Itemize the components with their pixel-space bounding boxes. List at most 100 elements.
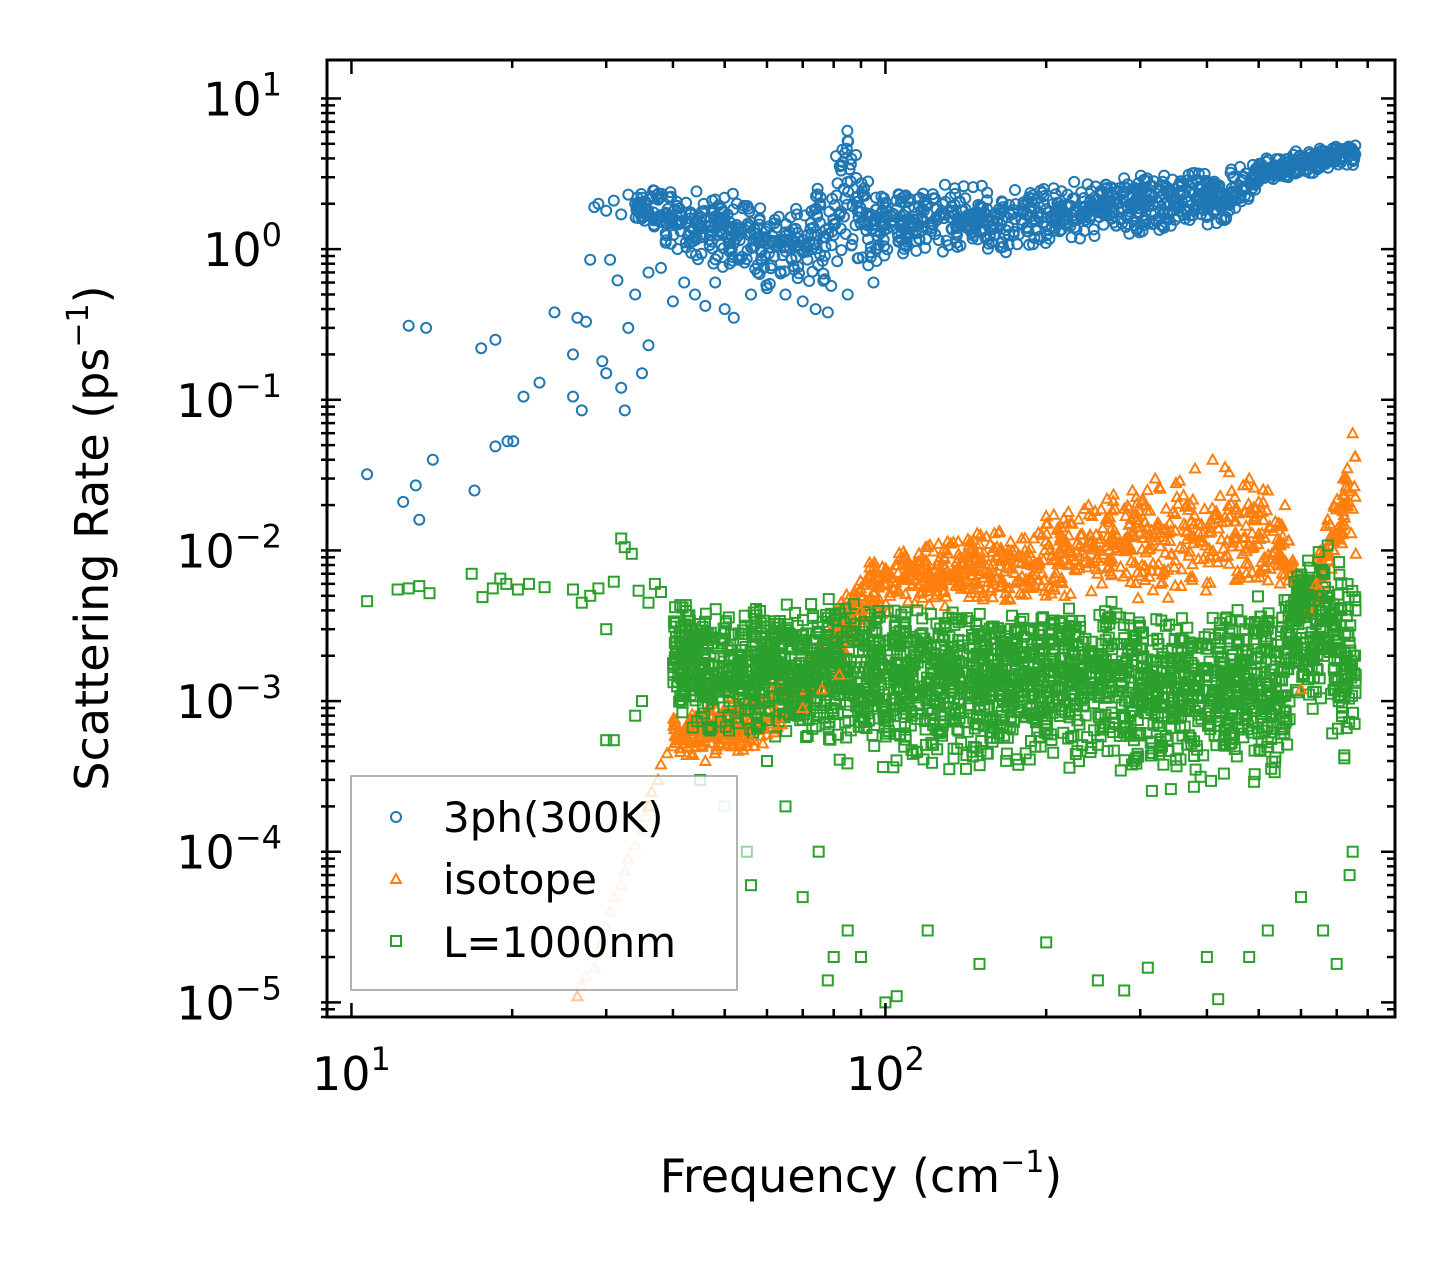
isotope-point <box>976 586 990 599</box>
isotope-point <box>1113 559 1128 572</box>
isotope-point <box>1179 525 1193 538</box>
isotope-point <box>1152 479 1166 492</box>
l1000nm-point <box>951 644 964 657</box>
l1000nm-point <box>1169 624 1182 636</box>
l1000nm-point <box>1205 774 1217 787</box>
l1000nm-point <box>1183 636 1196 649</box>
3ph-point <box>940 234 953 247</box>
isotope-point <box>1196 534 1210 547</box>
l1000nm-point <box>911 745 924 758</box>
isotope-point <box>1202 525 1216 538</box>
isotope-point <box>1260 503 1274 516</box>
l1000nm-point <box>985 721 998 733</box>
l1000nm-point <box>1063 602 1075 615</box>
isotope-point <box>1209 550 1223 563</box>
3ph-point <box>917 187 929 200</box>
isotope-point <box>1038 543 1052 556</box>
l1000nm-point <box>987 620 1000 633</box>
3ph-point <box>1242 190 1255 203</box>
3ph-point <box>1163 187 1176 200</box>
3ph-point <box>707 257 720 270</box>
isotope-point <box>1157 565 1171 578</box>
isotope-point <box>977 545 991 558</box>
isotope-point <box>1114 543 1128 556</box>
3ph-point <box>818 273 831 286</box>
l1000nm-point <box>1094 721 1107 734</box>
l1000nm-point <box>1105 595 1118 608</box>
l1000nm-point <box>737 624 749 637</box>
isotope-point <box>951 579 966 592</box>
l1000nm-point <box>805 598 818 611</box>
l1000nm-point <box>1017 612 1030 625</box>
3ph-point <box>938 178 951 191</box>
3ph-point <box>1254 165 1267 178</box>
isotope-point <box>1273 532 1287 545</box>
isotope-point <box>1042 537 1056 550</box>
isotope-point <box>673 741 687 754</box>
isotope-point <box>1241 496 1256 509</box>
3ph-point <box>989 228 1002 241</box>
isotope-point <box>1273 537 1287 550</box>
l1000nm-point <box>682 664 695 677</box>
isotope-point <box>1249 570 1263 583</box>
3ph-point <box>831 255 844 268</box>
3ph-point <box>967 181 980 194</box>
l1000nm-point <box>1101 745 1114 758</box>
l1000nm-point <box>1062 635 1075 648</box>
l1000nm-point <box>1092 708 1105 721</box>
isotope-point <box>963 534 977 547</box>
3ph-point <box>836 159 849 172</box>
isotope-point <box>978 564 992 577</box>
3ph-point <box>721 231 734 244</box>
isotope-point <box>1232 539 1247 552</box>
3ph-point <box>1119 185 1132 198</box>
3ph-point <box>774 265 787 278</box>
l1000nm-point <box>1027 625 1040 638</box>
3ph-point <box>635 198 647 211</box>
l1000nm-point <box>1004 712 1017 725</box>
isotope-point <box>1185 572 1199 585</box>
3ph-point <box>703 221 716 234</box>
l1000nm-point <box>1035 612 1048 625</box>
3ph-point <box>817 267 830 280</box>
isotope-point <box>991 549 1005 562</box>
isotope-point <box>1329 526 1343 539</box>
l1000nm-point <box>858 606 871 619</box>
isotope-point <box>1068 553 1082 566</box>
3ph-point <box>1234 161 1246 173</box>
l1000nm-point <box>1265 762 1278 775</box>
isotope-point <box>995 572 1009 585</box>
l1000nm-point <box>750 603 763 615</box>
isotope-point <box>1031 525 1046 538</box>
isotope-point <box>864 577 878 590</box>
3ph-point <box>1088 230 1101 242</box>
l1000nm-point <box>1175 612 1188 625</box>
l1000nm-point <box>1197 749 1210 762</box>
isotope-point <box>1026 580 1040 593</box>
3ph-point <box>1275 157 1288 170</box>
isotope-point <box>937 551 952 564</box>
l1000nm-point <box>926 706 939 719</box>
isotope-point <box>1003 561 1018 574</box>
3ph-point <box>680 241 693 254</box>
3ph-point <box>996 196 1009 209</box>
isotope-point <box>1208 508 1222 521</box>
3ph-point <box>1180 203 1193 216</box>
3ph-point <box>665 190 678 203</box>
isotope-point <box>1100 561 1115 574</box>
isotope-point <box>966 560 980 573</box>
isotope-point <box>961 548 976 561</box>
l1000nm-point <box>1031 713 1044 726</box>
l1000nm-point <box>743 686 756 698</box>
3ph-point <box>783 240 796 253</box>
3ph-point <box>987 223 1000 235</box>
3ph-point <box>726 187 739 200</box>
l1000nm-point <box>980 634 993 647</box>
isotope-point <box>880 565 894 578</box>
3ph-point <box>1107 216 1120 229</box>
l1000nm-point <box>1342 591 1355 604</box>
isotope-point <box>1095 576 1109 589</box>
l1000nm-point <box>1192 708 1205 721</box>
3ph-point <box>1210 203 1223 216</box>
3ph-point <box>1049 188 1062 201</box>
